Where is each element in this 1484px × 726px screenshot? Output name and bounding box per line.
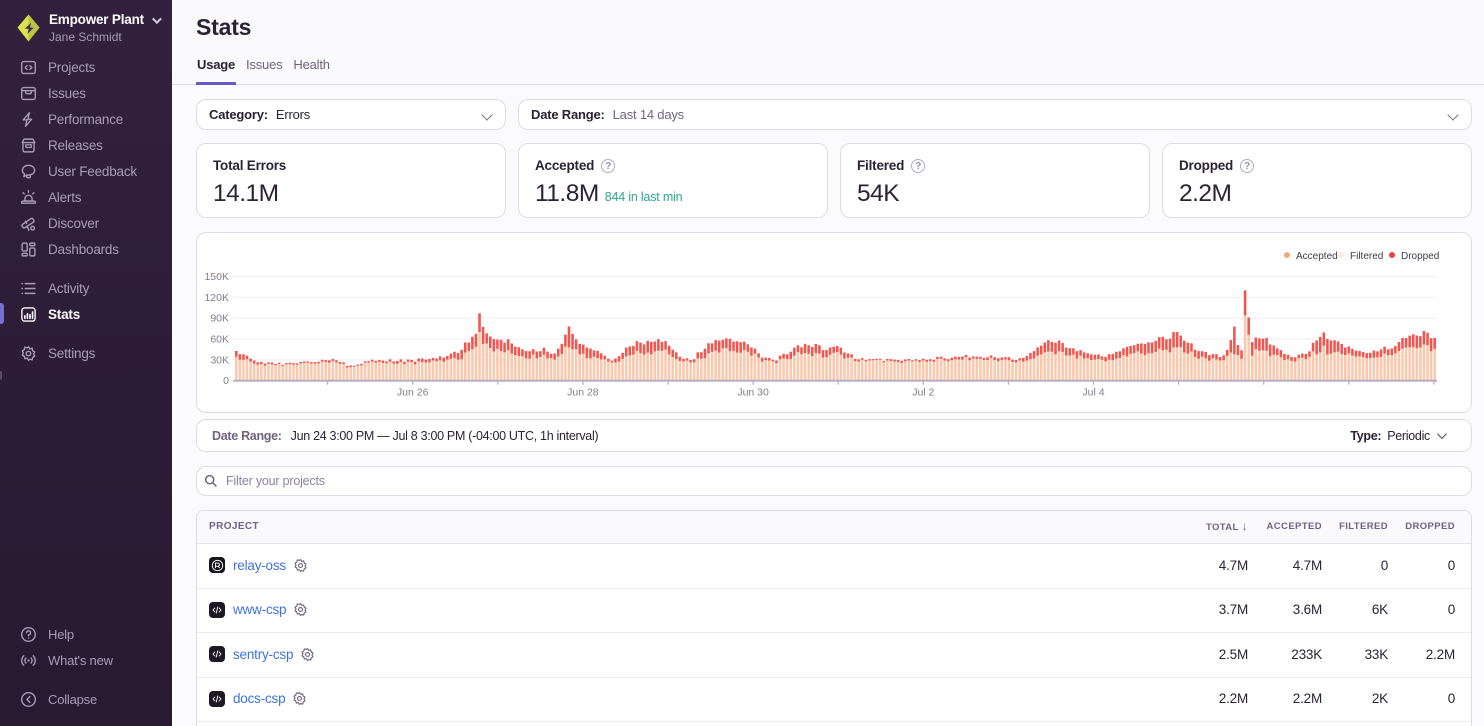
svg-text:150K: 150K [204,271,229,283]
svg-text:Jun 30: Jun 30 [737,387,769,399]
svg-text:90K: 90K [210,313,229,325]
svg-text:Filtered: Filtered [1350,251,1383,262]
svg-text:Jul 4: Jul 4 [1082,387,1104,399]
svg-text:Jun 28: Jun 28 [567,387,599,399]
svg-text:Jun 26: Jun 26 [397,387,429,399]
svg-text:30K: 30K [210,354,229,366]
svg-text:Jul 2: Jul 2 [912,387,934,399]
svg-text:Accepted: Accepted [1296,251,1338,262]
svg-text:Dropped: Dropped [1401,251,1439,262]
svg-text:0: 0 [223,375,229,387]
svg-text:60K: 60K [210,334,229,346]
svg-text:120K: 120K [204,292,229,304]
